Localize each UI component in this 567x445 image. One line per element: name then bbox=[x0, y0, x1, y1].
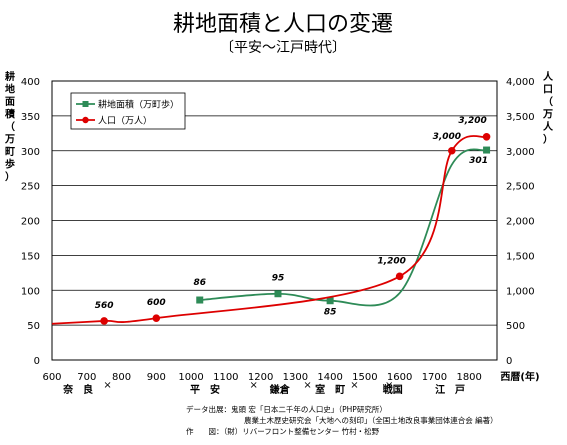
y-left-tick: 350 bbox=[21, 112, 40, 123]
chart-title: 耕地面積と人口の変遷 bbox=[173, 12, 393, 37]
y-left-tick: 400 bbox=[21, 77, 40, 88]
data-label: 560 bbox=[95, 301, 114, 311]
data-point bbox=[196, 296, 204, 304]
data-point bbox=[483, 146, 491, 154]
era-separator: × bbox=[303, 380, 311, 391]
data-label: 1,200 bbox=[377, 256, 405, 266]
x-tick: 600 bbox=[42, 372, 61, 383]
era-label: 鎌倉 bbox=[269, 383, 291, 396]
y-left-tick: 100 bbox=[21, 286, 40, 297]
era-separator: × bbox=[103, 380, 111, 391]
era-label: 平 安 bbox=[190, 383, 220, 396]
series-line-population bbox=[51, 135, 487, 325]
y-right-tick: 1,500 bbox=[506, 251, 535, 262]
data-label: 3,000 bbox=[433, 132, 461, 142]
y-right-tick: 3,500 bbox=[506, 112, 535, 123]
era-separator: × bbox=[249, 380, 257, 391]
source-line-2: 農業土木歴史研究会「大地への刻印」（全国土地改良事業団体連合会 編著） bbox=[244, 415, 498, 425]
y-left-tick: 250 bbox=[21, 182, 40, 193]
y-left-tick: 300 bbox=[21, 147, 40, 158]
y-right-tick: 500 bbox=[506, 321, 525, 332]
y-left-axis-title: 耕地面積（万町歩） bbox=[4, 70, 16, 183]
x-tick: 1000 bbox=[178, 372, 203, 383]
data-label: 301 bbox=[469, 156, 488, 166]
source-line-1: データ出展：鬼頭 宏「日本二千年の人口史」（PHP研究所） bbox=[186, 404, 387, 414]
x-tick: 900 bbox=[147, 372, 166, 383]
x-tick: 1300 bbox=[283, 372, 308, 383]
legend-marker bbox=[82, 101, 89, 107]
data-label: 86 bbox=[193, 278, 206, 288]
era-separator: × bbox=[385, 380, 393, 391]
y-right-tick: 2,500 bbox=[506, 182, 535, 193]
data-label: 3,200 bbox=[458, 116, 486, 126]
legend-box bbox=[70, 92, 186, 130]
data-point bbox=[100, 317, 108, 325]
x-tick: 1400 bbox=[317, 372, 342, 383]
y-left-tick: 150 bbox=[21, 251, 40, 262]
y-left-tick: 0 bbox=[34, 356, 40, 367]
source-line-3: 作 図：（財）リバーフロント整備センター 竹村・松野 bbox=[186, 426, 380, 436]
data-label: 95 bbox=[272, 274, 285, 284]
y-right-tick: 4,000 bbox=[506, 77, 535, 88]
data-point bbox=[482, 133, 491, 141]
era-label: 室 町 bbox=[315, 383, 345, 396]
x-axis-title: 西暦(年) bbox=[500, 370, 539, 383]
x-tick: 1700 bbox=[422, 372, 447, 383]
x-tick: 1200 bbox=[248, 372, 273, 383]
data-point bbox=[326, 297, 334, 305]
data-point bbox=[448, 146, 456, 155]
era-label: 江 戸 bbox=[435, 383, 465, 396]
y-left-tick: 50 bbox=[27, 321, 40, 332]
legend-label: 人口（万人） bbox=[98, 116, 152, 127]
x-tick: 800 bbox=[112, 372, 131, 383]
series-line-farmland bbox=[199, 148, 487, 307]
data-label: 85 bbox=[324, 308, 337, 318]
plot-frame bbox=[51, 80, 498, 361]
x-tick: 700 bbox=[77, 372, 96, 383]
y-right-tick: 0 bbox=[506, 356, 512, 367]
era-label: 奈 良 bbox=[62, 383, 93, 396]
legend-label: 耕地面積（万町歩） bbox=[98, 99, 179, 111]
x-tick: 1100 bbox=[213, 372, 238, 383]
y-right-tick: 2,000 bbox=[506, 217, 535, 228]
era-label: 戦国 bbox=[383, 383, 403, 396]
data-point bbox=[274, 290, 282, 298]
era-separator: × bbox=[350, 380, 358, 391]
x-tick: 1500 bbox=[352, 372, 377, 383]
x-tick: 1600 bbox=[387, 372, 412, 383]
data-point bbox=[152, 314, 161, 322]
x-tick: 1800 bbox=[456, 372, 481, 383]
y-right-tick: 3,000 bbox=[506, 147, 535, 158]
chart-subtitle: 〔平安〜江戸時代〕 bbox=[220, 40, 346, 56]
y-right-tick: 1,000 bbox=[506, 286, 535, 297]
y-left-tick: 200 bbox=[21, 217, 40, 228]
legend-marker bbox=[82, 116, 89, 124]
y-right-axis-title: 人口（万人） bbox=[542, 70, 554, 146]
data-label: 600 bbox=[147, 298, 166, 308]
data-point bbox=[395, 272, 404, 281]
